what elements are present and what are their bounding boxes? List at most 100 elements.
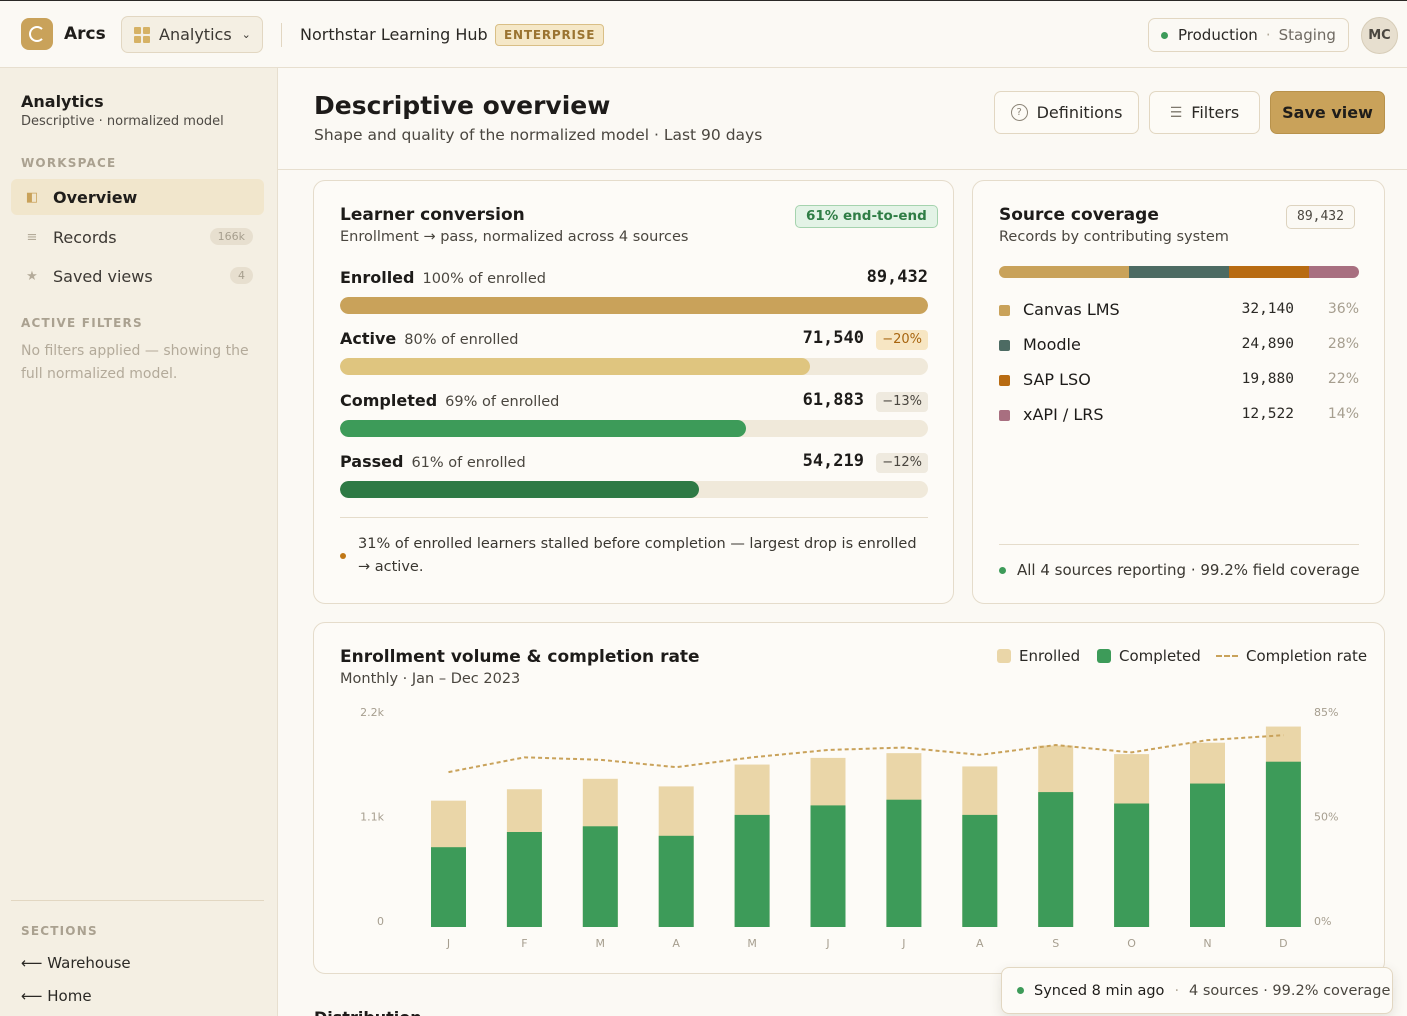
page-subtitle: Shape and quality of the normalized mode… — [314, 126, 763, 144]
grid-icon — [134, 26, 150, 43]
completed-bar — [886, 799, 922, 927]
legend-swatch — [1097, 649, 1111, 663]
y2-tick-label: 0% — [1314, 915, 1331, 928]
sidebar-item-saved-views[interactable]: ★ Saved views 4 — [11, 258, 264, 294]
stage-bar-fill — [340, 481, 699, 498]
stage-bar-fill — [340, 297, 928, 314]
divider — [278, 169, 1407, 170]
completed-bar — [962, 814, 998, 927]
filters-heading: ACTIVE FILTERS — [21, 316, 143, 330]
total-records-badge: 89,432 — [1286, 205, 1355, 229]
completed-bar — [658, 835, 694, 927]
x-tick-label: J — [901, 937, 905, 950]
source-value: 32,140 — [1241, 301, 1294, 317]
stage-percent: 80% of enrolled — [404, 332, 519, 348]
coverage-row: Moodle 24,890 28% — [999, 335, 1359, 355]
sync-status: Synced 8 min ago — [1034, 982, 1165, 999]
x-tick-label: M — [747, 937, 757, 950]
stage-bar-track — [340, 297, 928, 314]
funnel-row-passed: Passed 61% of enrolled −12% 54,219 — [340, 451, 928, 502]
legend-completion-rate: Completion rate — [1216, 647, 1367, 665]
x-tick-label: F — [521, 937, 527, 950]
source-value: 12,522 — [1241, 406, 1294, 422]
stage-percent: 69% of enrolled — [445, 394, 560, 410]
warning-dot-icon — [340, 553, 346, 559]
x-tick-label: J — [446, 937, 450, 950]
legend-enrolled: Enrolled — [997, 647, 1080, 665]
coverage-segment — [1229, 266, 1309, 278]
brand-name: Arcs — [64, 24, 106, 44]
sync-meta: 4 sources · 99.2% coverage — [1189, 982, 1391, 999]
stage-delta-badge: −13% — [876, 392, 928, 412]
source-percent: 14% — [1327, 406, 1359, 422]
sidebar: Analytics Descriptive · normalized model… — [0, 68, 278, 1016]
stage-value: 89,432 — [866, 267, 928, 287]
learner-conversion-card: Learner conversion Enrollment → pass, no… — [313, 180, 954, 604]
completed-bar — [582, 826, 618, 927]
definitions-button[interactable]: ? Definitions — [994, 91, 1139, 134]
coverage-row: SAP LSO 19,880 22% — [999, 370, 1359, 390]
stage-value: 54,219 — [802, 451, 864, 471]
coverage-row: xAPI / LRS 12,522 14% — [999, 405, 1359, 425]
page-title: Descriptive overview — [314, 91, 611, 120]
stage-bar-track — [340, 420, 928, 437]
stage-label: Completed 69% of enrolled — [340, 391, 559, 410]
warehouse-link[interactable]: ⟵ Warehouse — [21, 954, 131, 972]
completed-bar — [506, 832, 542, 927]
divider — [11, 900, 264, 901]
source-value: 24,890 — [1241, 336, 1294, 352]
coverage-segment — [1308, 266, 1359, 278]
card-subtitle: Monthly · Jan – Dec 2023 — [340, 671, 521, 687]
funnel-row-completed: Completed 69% of enrolled −13% 61,883 — [340, 390, 928, 441]
divider — [340, 517, 928, 518]
count-badge: 4 — [230, 267, 253, 284]
stage-bar-fill — [340, 358, 811, 375]
env-staging[interactable]: Staging — [1278, 26, 1336, 44]
filters-note: No filters applied — showing the full no… — [21, 343, 249, 382]
volume-chart: 2.2k 1.1k 0 85% 50% 0% J F M A M J J A S O N D — [360, 706, 1338, 950]
stage-value: 71,540 — [802, 328, 864, 348]
home-link[interactable]: ⟵ Home — [21, 987, 92, 1005]
next-section-title: Distribution — [314, 1008, 422, 1016]
environment-switcher[interactable]: Production · Staging — [1148, 18, 1349, 52]
sidebar-item-overview[interactable]: ◧ Overview — [11, 179, 264, 215]
org-name: Northstar Learning Hub — [300, 25, 488, 44]
sync-toast[interactable]: Synced 8 min ago · 4 sources · 99.2% cov… — [1001, 967, 1393, 1014]
source-value: 19,880 — [1241, 371, 1294, 387]
overview-icon: ◧ — [25, 189, 39, 205]
status-dot-icon — [1017, 987, 1024, 994]
legend-completed: Completed — [1097, 647, 1201, 665]
coverage-footer: All 4 sources reporting · 99.2% field co… — [999, 561, 1360, 579]
source-swatch — [999, 410, 1010, 421]
count-badge: 166k — [209, 228, 253, 245]
app-switcher[interactable]: Analytics ⌄ — [121, 16, 263, 53]
x-tick-label: O — [1127, 937, 1136, 950]
stage-label: Active 80% of enrolled — [340, 329, 519, 348]
filters-button[interactable]: ☰ Filters — [1149, 91, 1260, 134]
sidebar-item-label: Overview — [53, 187, 138, 207]
coverage-row: Canvas LMS 32,140 36% — [999, 300, 1359, 320]
sidebar-subtitle: Descriptive · normalized model — [21, 114, 224, 129]
avatar[interactable]: MC — [1361, 17, 1398, 54]
enrollment-volume-card: Enrollment volume & completion rate Mont… — [313, 622, 1385, 974]
source-percent: 22% — [1327, 371, 1359, 387]
y-tick-label: 0 — [377, 915, 384, 928]
stage-value: 61,883 — [802, 390, 864, 410]
stage-delta-badge: −12% — [876, 453, 928, 473]
x-tick-label: M — [596, 937, 606, 950]
sidebar-item-records[interactable]: ≡ Records 166k — [11, 219, 264, 255]
x-tick-label: N — [1203, 937, 1211, 950]
card-subtitle: Enrollment → pass, normalized across 4 s… — [340, 229, 689, 245]
y2-tick-label: 85% — [1314, 706, 1338, 719]
save-view-button[interactable]: Save view — [1270, 91, 1385, 134]
sections-heading: SECTIONS — [21, 924, 98, 938]
completed-bar — [1038, 792, 1074, 927]
env-production[interactable]: Production — [1178, 26, 1258, 44]
help-icon: ? — [1010, 104, 1028, 121]
stage-delta-badge: −20% — [876, 330, 928, 350]
filter-icon: ☰ — [1169, 104, 1183, 121]
stage-label: Enrolled 100% of enrolled — [340, 268, 546, 287]
completion-rate-line — [448, 734, 1284, 774]
logo-icon[interactable] — [21, 18, 53, 50]
stage-name: Active — [340, 329, 397, 348]
